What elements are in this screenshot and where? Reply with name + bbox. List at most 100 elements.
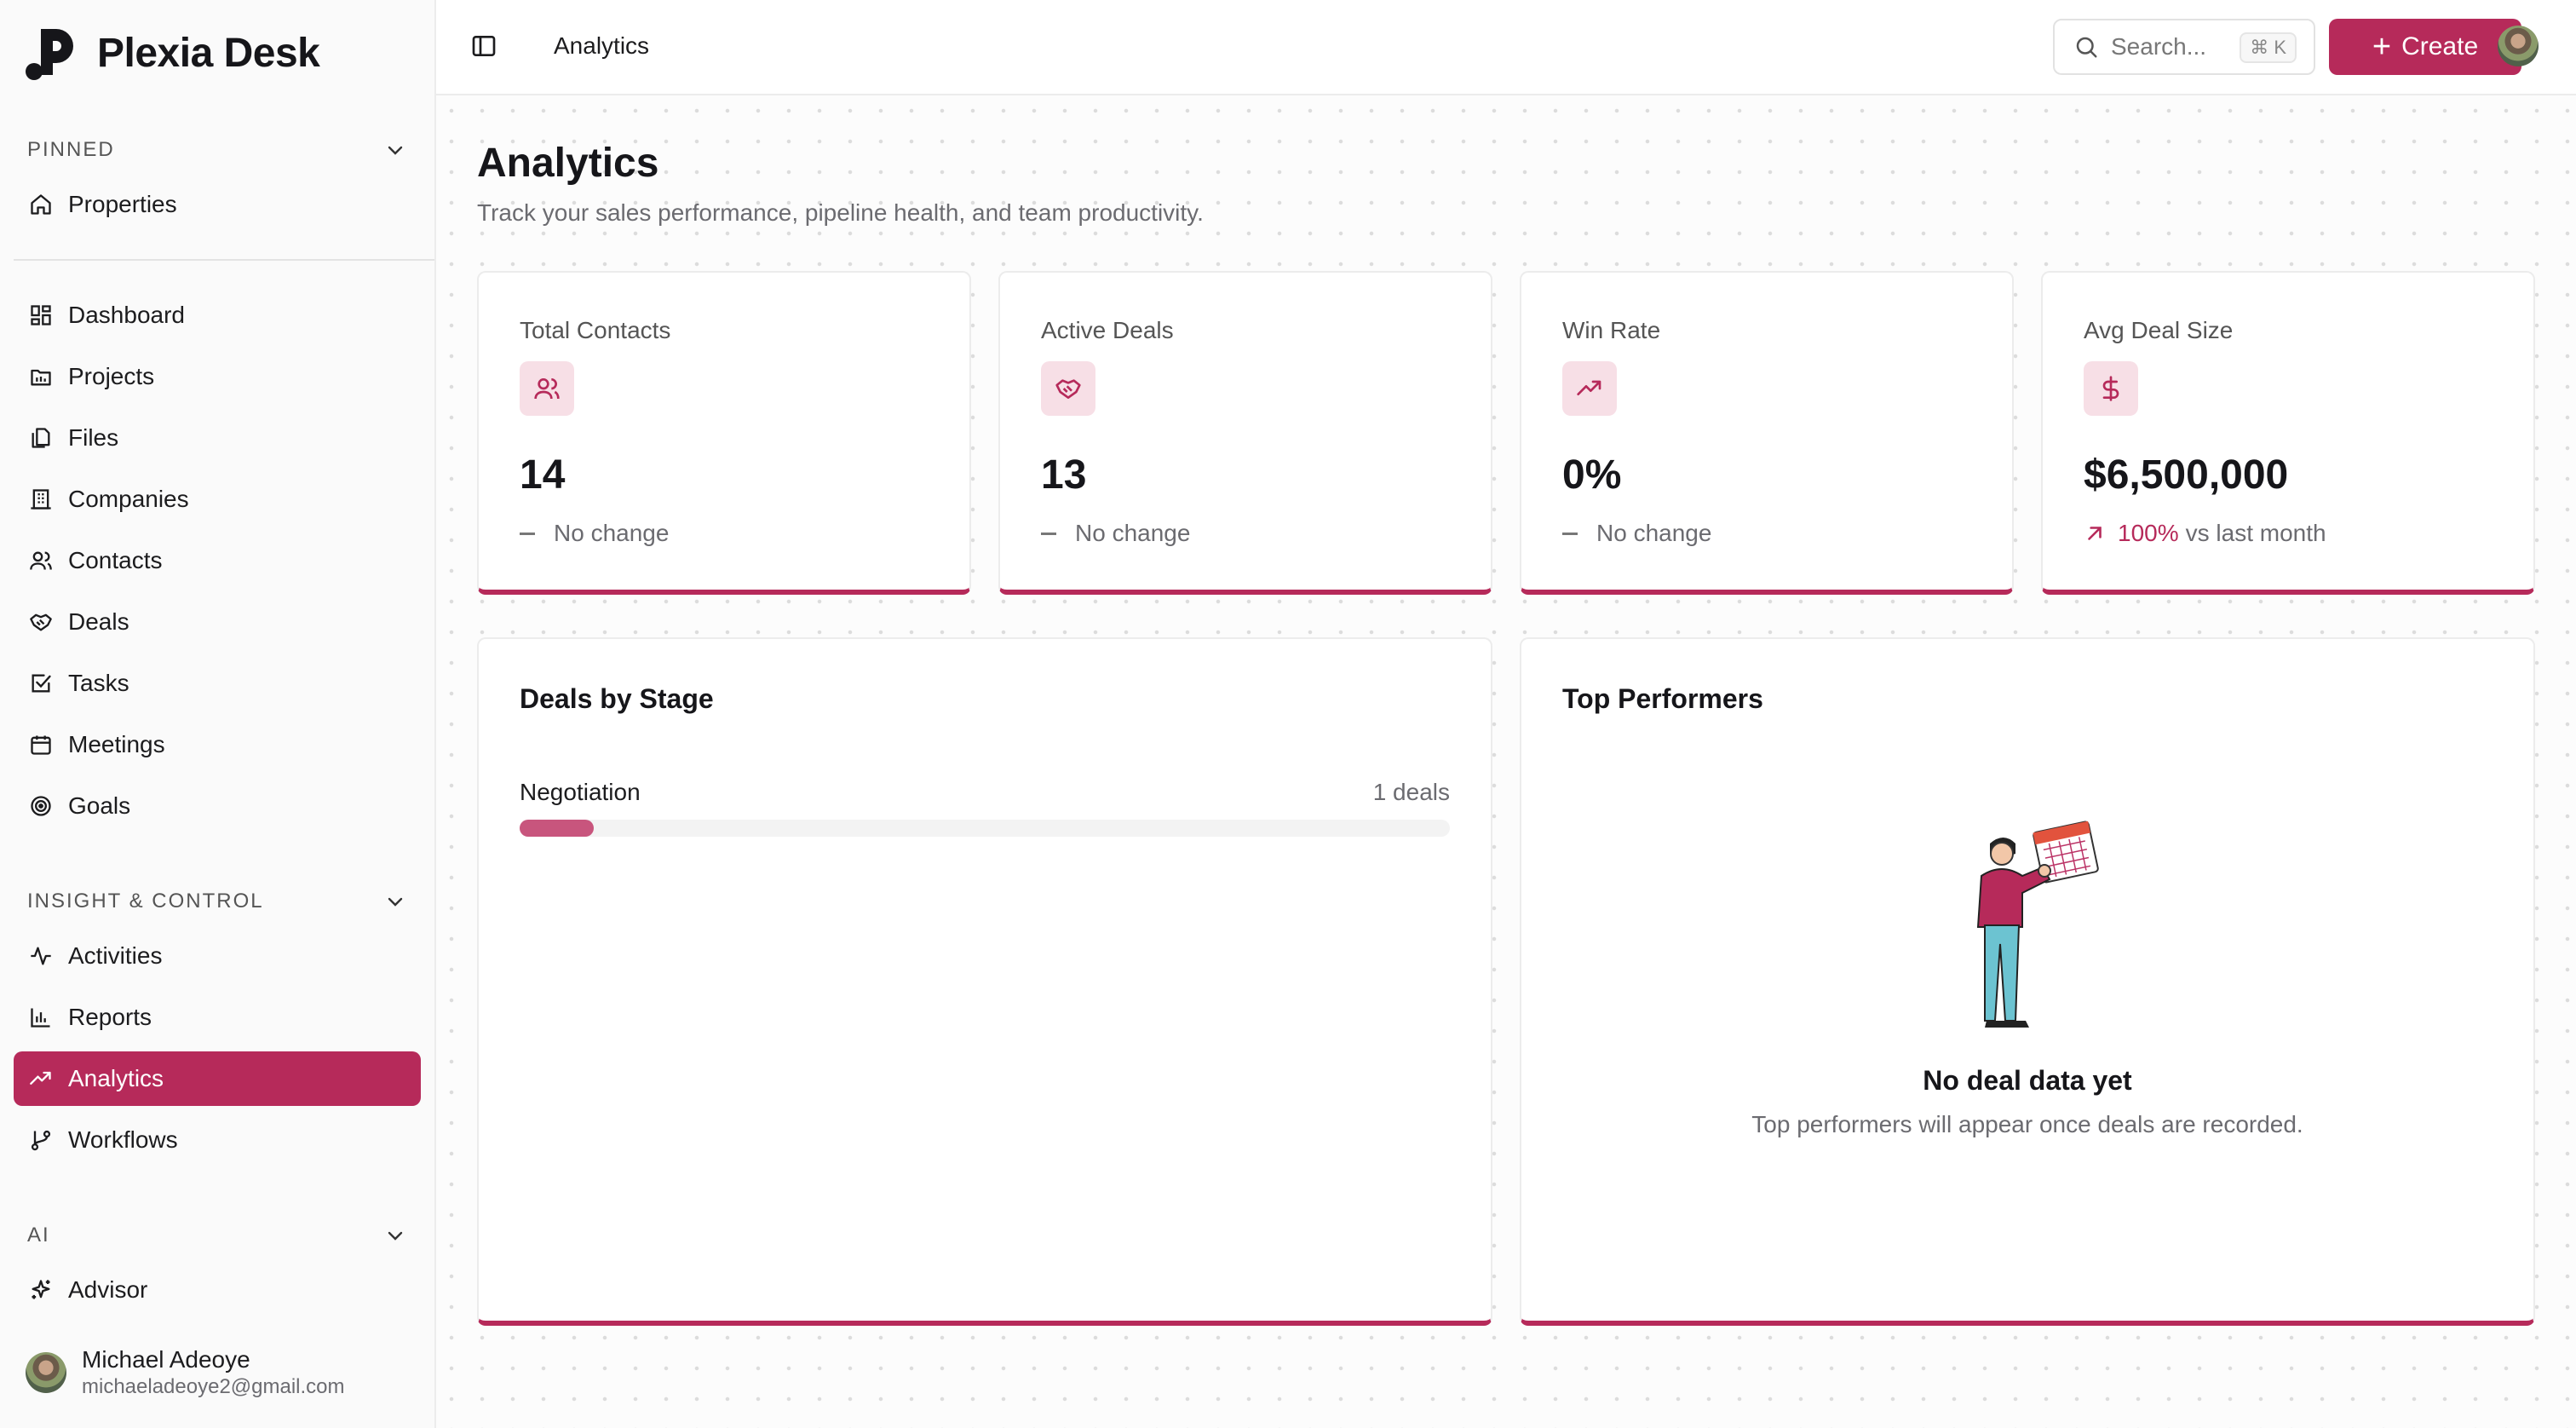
stat-change: No change <box>1562 520 1711 547</box>
dashboard-icon <box>27 302 55 329</box>
sidebar-toggle-icon <box>472 36 496 56</box>
insight-heading: INSIGHT & CONTROL <box>27 890 264 913</box>
deals-by-stage-panel: Deals by Stage Negotiation 1 deals <box>477 637 1492 1326</box>
building-icon <box>27 486 55 513</box>
sidebar-item-dashboard[interactable]: Dashboard <box>14 288 421 343</box>
sidebar-item-label: Meetings <box>68 731 165 757</box>
handshake-icon <box>27 608 55 636</box>
sidebar-item-label: Files <box>68 424 119 451</box>
bar-chart-icon <box>27 1004 55 1031</box>
user-profile[interactable]: Michael Adeoye michaeladeoye2@gmail.com <box>26 1346 345 1399</box>
sidebar-item-properties[interactable]: Properties <box>14 177 421 232</box>
sidebar-item-label: Advisor <box>68 1276 148 1303</box>
chevron-down-icon[interactable] <box>385 140 405 160</box>
user-email: michaeladeoye2@gmail.com <box>82 1375 345 1398</box>
empty-state-illustration <box>1956 809 2109 1039</box>
sidebar-item-label: Reports <box>68 1004 152 1030</box>
avatar <box>26 1352 66 1393</box>
sidebar-item-activities[interactable]: Activities <box>14 929 421 983</box>
sidebar-item-label: Contacts <box>68 547 163 573</box>
stat-label: Total Contacts <box>520 317 671 343</box>
stage-progress-track <box>520 820 1450 837</box>
sidebar-toggle-button[interactable] <box>470 32 497 60</box>
app-name: Plexia Desk <box>97 30 320 76</box>
sidebar-item-label: Deals <box>68 608 129 635</box>
git-branch-icon <box>27 1126 55 1154</box>
stage-progress-fill <box>520 820 595 837</box>
stat-change-text: No change <box>554 520 670 546</box>
sidebar-item-label: Dashboard <box>68 302 185 328</box>
stat-card-avg-deal-size: Avg Deal Size $6,500,000 100% vs last mo… <box>2041 271 2535 595</box>
ai-heading: AI <box>27 1224 50 1247</box>
dash-icon <box>520 532 535 535</box>
stat-card-win-rate: Win Rate 0% No change <box>1520 271 2014 595</box>
stat-label: Win Rate <box>1562 317 1661 343</box>
sidebar-item-projects[interactable]: Projects <box>14 349 421 404</box>
insight-section-header[interactable]: INSIGHT & CONTROL <box>27 884 405 918</box>
ai-section-header[interactable]: AI <box>27 1218 405 1252</box>
app-logo[interactable]: Plexia Desk <box>26 26 320 80</box>
pinned-heading: PINNED <box>27 138 115 161</box>
sidebar-item-contacts[interactable]: Contacts <box>14 533 421 588</box>
chevron-down-icon[interactable] <box>385 1225 405 1246</box>
sidebar-divider <box>14 259 434 261</box>
stat-value: $6,500,000 <box>2084 452 2289 498</box>
stat-change: No change <box>520 520 669 547</box>
main-content: Analytics Track your sales performance, … <box>436 95 2576 1428</box>
dash-icon <box>1041 532 1056 535</box>
sidebar-item-label: Properties <box>68 191 177 217</box>
stat-value: 14 <box>520 452 566 498</box>
trending-up-icon <box>27 1065 55 1092</box>
sidebar-item-label: Activities <box>68 942 163 969</box>
dash-icon <box>1562 532 1578 535</box>
stat-change-text: No change <box>1075 520 1191 546</box>
stat-value: 0% <box>1562 452 1622 498</box>
stat-change-pct: 100% <box>2118 520 2179 546</box>
sidebar-item-tasks[interactable]: Tasks <box>14 656 421 711</box>
search-input[interactable]: Search... ⌘ K <box>2053 19 2315 75</box>
sidebar-item-label: Workflows <box>68 1126 178 1153</box>
sidebar-item-reports[interactable]: Reports <box>14 990 421 1045</box>
create-label: Create <box>2401 32 2479 60</box>
sidebar-item-files[interactable]: Files <box>14 411 421 465</box>
sidebar-item-label: Companies <box>68 486 189 512</box>
calendar-icon <box>27 731 55 758</box>
trending-up-icon <box>1562 361 1617 416</box>
sidebar-item-label: Analytics <box>68 1065 164 1091</box>
sidebar-item-label: Tasks <box>68 670 129 696</box>
users-icon <box>27 547 55 574</box>
stat-label: Active Deals <box>1041 317 1174 343</box>
sidebar-item-workflows[interactable]: Workflows <box>14 1113 421 1167</box>
stat-change-text: No change <box>1596 520 1712 546</box>
chevron-down-icon[interactable] <box>385 891 405 912</box>
stat-card-active-deals: Active Deals 13 No change <box>998 271 1492 595</box>
pinned-section-header[interactable]: PINNED <box>27 133 405 167</box>
sparkles-icon <box>27 1276 55 1304</box>
sidebar-item-companies[interactable]: Companies <box>14 472 421 527</box>
breadcrumb: Analytics <box>554 32 650 59</box>
files-icon <box>27 424 55 452</box>
stat-change: 100% vs last month <box>2084 520 2326 547</box>
page-title: Analytics <box>477 141 659 186</box>
header-avatar[interactable] <box>2498 26 2539 66</box>
search-icon <box>2076 37 2097 58</box>
create-button[interactable]: + Create <box>2329 19 2521 75</box>
arrow-up-right-icon <box>2088 527 2102 540</box>
stat-card-total-contacts: Total Contacts 14 No change <box>477 271 971 595</box>
sidebar-item-advisor[interactable]: Advisor <box>14 1263 421 1317</box>
stat-value: 13 <box>1041 452 1087 498</box>
search-shortcut: ⌘ K <box>2240 32 2297 63</box>
sidebar-item-label: Goals <box>68 792 131 819</box>
sidebar-item-goals[interactable]: Goals <box>14 779 421 833</box>
sidebar-item-deals[interactable]: Deals <box>14 595 421 649</box>
stat-label: Avg Deal Size <box>2084 317 2234 343</box>
dollar-icon <box>2084 361 2138 416</box>
stage-name: Negotiation <box>520 779 641 805</box>
empty-state-title: No deal data yet <box>1923 1065 2132 1096</box>
sidebar-item-meetings[interactable]: Meetings <box>14 717 421 772</box>
users-icon <box>520 361 574 416</box>
sidebar-item-analytics[interactable]: Analytics <box>14 1051 421 1106</box>
panel-title: Top Performers <box>1562 683 1763 714</box>
panel-title: Deals by Stage <box>520 683 714 714</box>
search-placeholder: Search... <box>2111 33 2207 60</box>
